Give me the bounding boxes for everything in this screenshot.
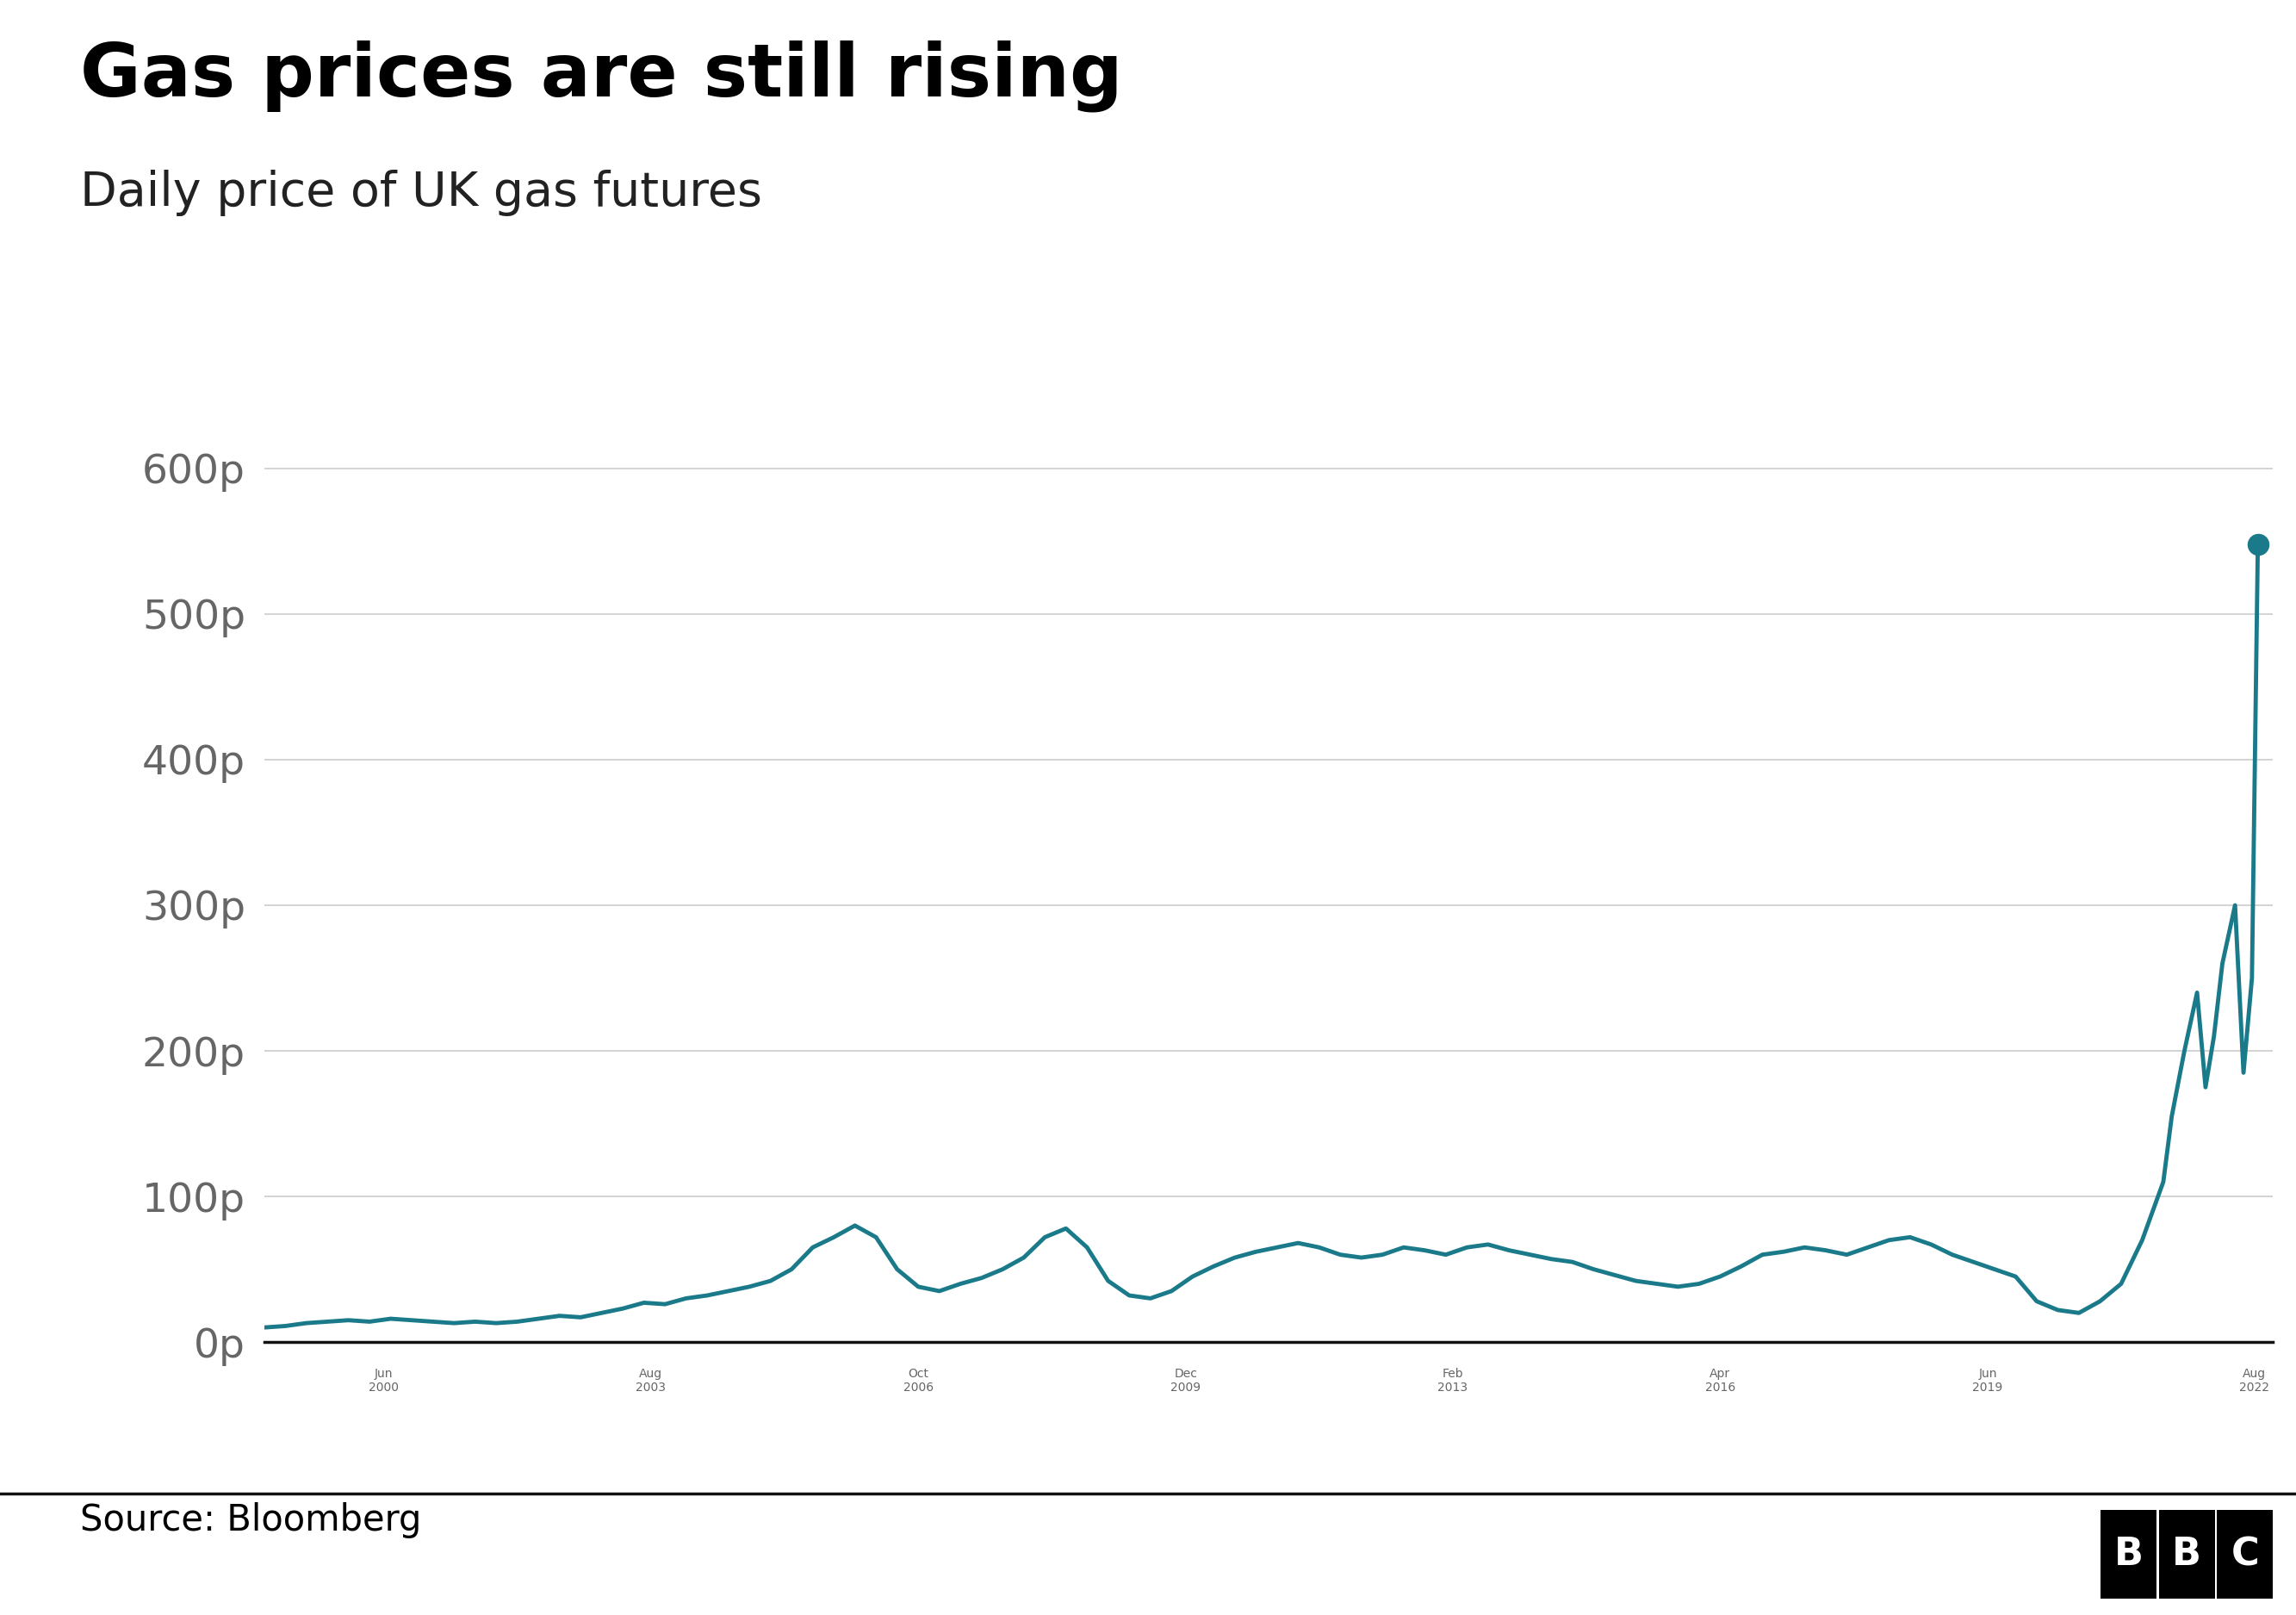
Text: Gas prices are still rising: Gas prices are still rising [80, 40, 1123, 113]
Bar [2218, 1510, 2273, 1599]
Bar [2158, 1510, 2216, 1599]
Text: C: C [2232, 1536, 2259, 1573]
Text: B: B [2115, 1536, 2144, 1573]
Text: B: B [2172, 1536, 2202, 1573]
Point [2239, 531, 2275, 557]
Text: Source: Bloomberg: Source: Bloomberg [80, 1502, 422, 1537]
Text: Daily price of UK gas futures: Daily price of UK gas futures [80, 170, 762, 216]
Bar [2101, 1510, 2156, 1599]
